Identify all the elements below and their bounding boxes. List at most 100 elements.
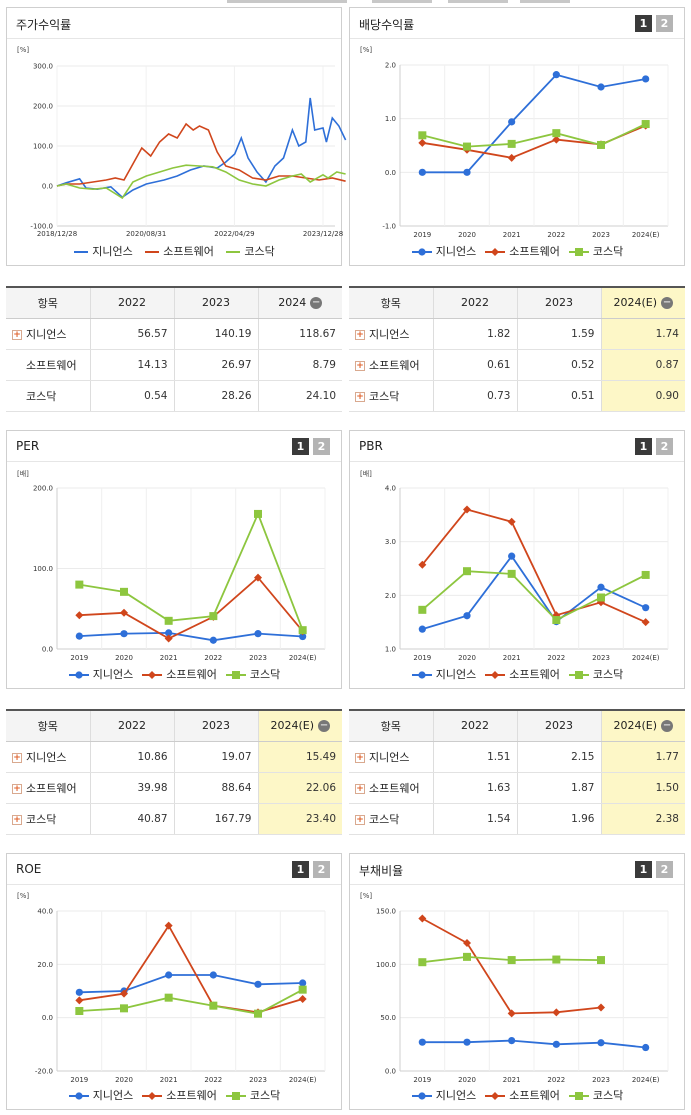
expand-icon[interactable]: + (355, 814, 365, 825)
dividend-yield-table: 항목 2022 2023 2024(E) − + 지니언스 1.82 1.59 1.74 … (349, 286, 685, 412)
data-point-software (75, 611, 84, 620)
y-tick-label: 40.0 (37, 908, 53, 916)
pbr-table: 항목 2022 2023 2024(E) − + 지니언스 1.51 2.15 1.77 … (349, 709, 685, 835)
page-1-button[interactable]: 1 (292, 861, 309, 878)
x-tick-label: 2020 (115, 1076, 133, 1084)
page-2-button[interactable]: 2 (656, 438, 673, 455)
collapse-icon[interactable]: − (310, 297, 323, 310)
y-unit-label: [배] (360, 470, 372, 478)
expand-icon[interactable]: + (12, 752, 22, 763)
series-line-genians (79, 631, 303, 642)
series-line-software (421, 508, 647, 624)
data-point-genians (642, 75, 650, 83)
series-line-genians (56, 97, 347, 199)
x-tick-label: 2024(E) (632, 231, 660, 239)
table-row: 소프트웨어 14.13 26.97 8.79 (6, 349, 342, 381)
table-header-row: 항목 2022 2023 2024− (6, 287, 342, 319)
top-tab-stub (227, 0, 347, 3)
page-1-button[interactable]: 1 (635, 15, 652, 32)
x-tick-label: 2021 (503, 1076, 521, 1084)
data-point-genians (642, 604, 650, 612)
col-header: 2022 (90, 287, 175, 319)
data-point-kosdaq (641, 570, 650, 579)
stock-return-panel: 주가수익률 [%] -100.0 0.0 100.0 200.0 300.0 2018/1… (6, 7, 347, 266)
page-1-button[interactable]: 1 (635, 438, 652, 455)
series-line-software (79, 576, 304, 640)
y-tick-label: 2.0 (385, 62, 396, 70)
cell: 1.96 (517, 803, 602, 835)
row-name: 코스닥 (369, 812, 400, 826)
page-2-button[interactable]: 2 (313, 438, 330, 455)
data-point-kosdaq (552, 129, 561, 138)
legend-software: 소프트웨어 (145, 245, 214, 258)
data-point-kosdaq (298, 985, 307, 994)
y-tick-label: 0.0 (385, 1068, 396, 1076)
x-tick-label: 2023 (592, 1076, 610, 1084)
col-header: 2023 (174, 287, 259, 319)
page-1-button[interactable]: 1 (292, 438, 309, 455)
legend-genians: 지니언스 (411, 243, 476, 259)
page-1-button[interactable]: 1 (635, 861, 652, 878)
data-point-genians (254, 980, 262, 988)
cell: 14.13 (90, 349, 175, 381)
collapse-icon[interactable]: − (661, 297, 674, 310)
x-tick-label: 2021 (503, 654, 521, 662)
legend-software: 소프트웨어 (484, 1087, 560, 1103)
chart-legend: 지니언스 소프트웨어 코스닥 (350, 1087, 684, 1103)
series-line-kosdaq (79, 511, 304, 631)
x-tick-label: 2022 (547, 231, 565, 239)
collapse-icon[interactable]: − (318, 720, 331, 733)
data-point-kosdaq (463, 142, 471, 151)
cell: 24.10 (258, 380, 342, 412)
table-row: + 소프트웨어 39.98 88.64 22.06 (6, 772, 342, 804)
table-row: + 소프트웨어 0.61 0.52 0.87 (349, 349, 685, 381)
expand-icon[interactable]: + (355, 329, 365, 340)
expand-icon[interactable]: + (12, 329, 22, 340)
expand-icon[interactable]: + (355, 391, 365, 402)
data-point-software (507, 153, 516, 162)
data-point-genians (209, 636, 217, 644)
data-point-software (120, 608, 128, 617)
page-2-button[interactable]: 2 (656, 15, 673, 32)
col-header: 항목 (349, 710, 434, 742)
y-unit-label: [배] (17, 470, 29, 478)
legend-software: 소프트웨어 (141, 1087, 217, 1103)
cell: 0.61 (433, 349, 518, 381)
expand-icon[interactable]: + (355, 360, 365, 371)
col-header: 2022 (433, 710, 518, 742)
cell: 140.19 (174, 318, 259, 350)
legend-genians: 지니언스 (411, 1087, 476, 1103)
cell: 0.51 (517, 380, 602, 412)
data-point-genians (552, 71, 560, 79)
series-line-kosdaq (421, 570, 647, 622)
y-tick-label: 0.0 (385, 169, 396, 177)
y-unit-label: [%] (360, 46, 373, 54)
y-tick-label: 0.0 (42, 646, 53, 654)
legend-genians: 지니언스 (68, 1087, 133, 1103)
expand-icon[interactable]: + (355, 783, 365, 794)
x-tick-label: 2022 (547, 654, 565, 662)
row-name: 지니언스 (369, 750, 410, 764)
expand-icon[interactable]: + (355, 752, 365, 763)
x-tick-label: 2019 (413, 231, 431, 239)
collapse-icon[interactable]: − (661, 720, 674, 733)
expand-icon[interactable]: + (12, 783, 22, 794)
table-row: + 코스닥 1.54 1.96 2.38 (349, 803, 685, 835)
expand-icon[interactable]: + (12, 814, 22, 825)
top-tab-stub (520, 0, 570, 3)
page-2-button[interactable]: 2 (656, 861, 673, 878)
data-point-kosdaq (418, 605, 427, 614)
page-2-button[interactable]: 2 (313, 861, 330, 878)
stock-return-chart: -100.0 0.0 100.0 200.0 300.0 2018/12/28 2020/0… (30, 63, 347, 238)
data-point-software (507, 517, 516, 526)
y-tick-label: 100.0 (376, 961, 396, 969)
y-tick-label: 100.0 (33, 565, 53, 573)
panel-title: PBR (359, 439, 383, 453)
y-tick-label: -100.0 (30, 223, 53, 231)
col-header: 항목 (6, 710, 91, 742)
legend-software: 소프트웨어 (484, 666, 560, 682)
panel-title: PER (16, 439, 40, 453)
cell: 8.79 (258, 349, 342, 381)
cell: 0.54 (90, 380, 175, 412)
panel-header: 부채비율 1 2 (350, 854, 684, 885)
